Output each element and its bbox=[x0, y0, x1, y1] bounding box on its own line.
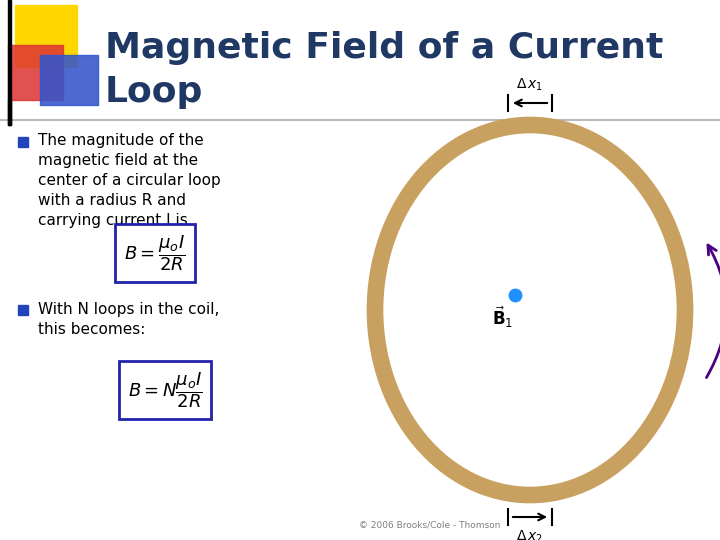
Text: $\Delta\, x_1$: $\Delta\, x_1$ bbox=[516, 77, 544, 93]
Text: $\vec{\mathbf{B}}_1$: $\vec{\mathbf{B}}_1$ bbox=[492, 304, 513, 330]
Text: carrying current I is: carrying current I is bbox=[38, 213, 188, 228]
Text: magnetic field at the: magnetic field at the bbox=[38, 153, 198, 168]
Text: $\Delta\, x_2$: $\Delta\, x_2$ bbox=[516, 529, 544, 540]
Text: center of a circular loop: center of a circular loop bbox=[38, 173, 221, 188]
Bar bbox=[8, 0, 11, 125]
Text: $B = \dfrac{\mu_o I}{2R}$: $B = \dfrac{\mu_o I}{2R}$ bbox=[125, 233, 186, 273]
Bar bbox=[40, 55, 98, 105]
Bar bbox=[15, 5, 77, 67]
Text: Magnetic Field of a Current: Magnetic Field of a Current bbox=[105, 31, 663, 65]
Text: with a radius R and: with a radius R and bbox=[38, 193, 186, 208]
Text: Loop: Loop bbox=[105, 75, 203, 109]
Text: With N loops in the coil,: With N loops in the coil, bbox=[38, 302, 220, 317]
Bar bbox=[8, 45, 63, 100]
Text: © 2006 Brooks/Cole - Thomson: © 2006 Brooks/Cole - Thomson bbox=[359, 521, 500, 530]
Bar bbox=[18, 137, 28, 147]
Text: $B = N\dfrac{\mu_o I}{2R}$: $B = N\dfrac{\mu_o I}{2R}$ bbox=[127, 370, 202, 410]
Bar bbox=[8, 100, 11, 125]
Text: The magnitude of the: The magnitude of the bbox=[38, 133, 204, 148]
Text: this becomes:: this becomes: bbox=[38, 322, 145, 337]
Bar bbox=[18, 305, 28, 315]
